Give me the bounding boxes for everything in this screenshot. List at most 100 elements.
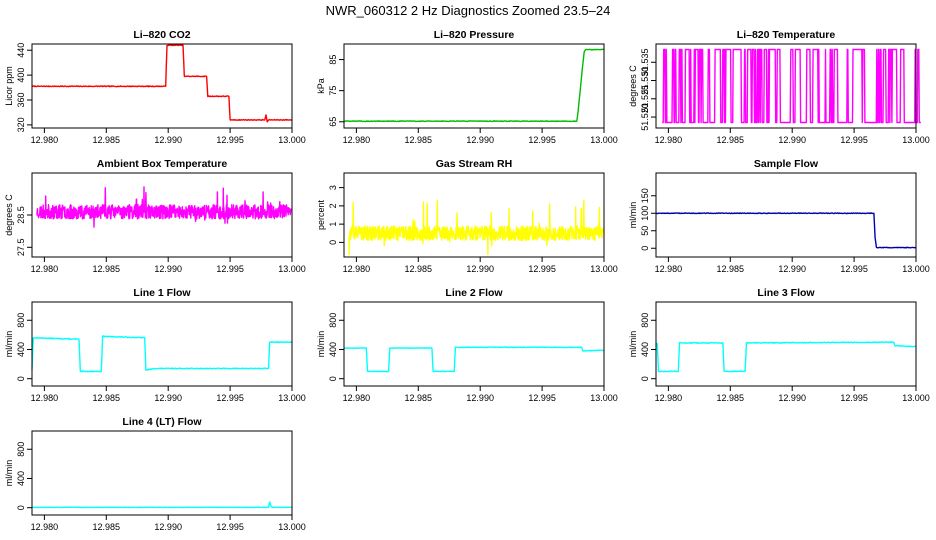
y-tick-label: 65 [328,117,338,127]
y-tick-label: 0 [640,376,650,381]
x-tick-label: 12.985 [93,393,121,403]
data-series-line [31,44,293,123]
x-tick-label: 13.000 [278,393,306,403]
x-tick-label: 12.985 [405,393,433,403]
x-tick-label: 12.985 [405,135,433,145]
y-tick-label: 0 [328,240,338,245]
panel-title: Sample Flow [754,158,819,170]
y-tick-label: 1 [328,222,338,227]
x-tick-label: 12.995 [840,135,868,145]
x-tick-label: 13.000 [278,135,306,145]
panel-6: Sample Flow 12.980 12.985 12.990 12.995 13.00… [628,158,930,274]
x-tick-label: 13.000 [902,393,930,403]
plot-frame [343,301,605,387]
y-tick-label: 100 [640,206,650,221]
plot-frame [343,43,605,129]
x-tick-label: 12.990 [466,393,494,403]
data-series-line [655,341,917,373]
x-tick-label: 13.000 [590,393,618,403]
x-tick-label: 13.000 [590,135,618,145]
y-axis-label: ml/min [4,460,14,487]
x-tick-label: 12.985 [717,135,745,145]
panel-title: Gas Stream RH [436,158,512,170]
y-tick-label: 400 [16,68,26,83]
x-tick-label: 12.995 [528,393,556,403]
data-series-line [348,199,604,256]
y-tick-label: 50 [640,226,650,236]
panel-title: Li–820 CO2 [133,29,190,41]
plot-frame [31,43,293,129]
y-axis-label: Licor ppm [4,66,14,106]
x-tick-label: 12.985 [717,393,745,403]
x-tick-label: 12.990 [154,264,182,274]
panel-title: Line 1 Flow [133,287,191,299]
y-tick-label: 800 [16,313,26,328]
y-tick-label: 440 [16,43,26,58]
x-tick-label: 12.980 [655,393,683,403]
panel-3: Li–820 Temperature 12.980 12.985 12.990 12.9… [628,29,930,145]
y-axis-label: ml/min [4,331,14,358]
x-tick-label: 13.000 [278,264,306,274]
x-tick-label: 12.985 [405,264,433,274]
x-tick-label: 12.990 [154,393,182,403]
y-tick-label: 150 [640,188,650,203]
y-tick-label: 0 [16,505,26,510]
figure-title: NWR_060312 2 Hz Diagnostics Zoomed 23.5–… [326,3,611,18]
y-tick-label: 51.535 [640,48,650,76]
y-tick-label: 800 [16,442,26,457]
y-axis-label: degrees C [628,65,638,107]
panel-title: Li–820 Pressure [434,29,515,41]
x-tick-label: 12.995 [216,135,244,145]
y-tick-label: 360 [16,92,26,107]
x-tick-label: 12.980 [31,135,59,145]
panels: Li–820 CO2 12.980 12.985 12.990 12.995 13.000… [4,29,930,532]
panel-9: Line 3 Flow 12.980 12.985 12.990 12.995 13.00… [628,287,930,403]
x-tick-label: 12.995 [216,522,244,532]
panel-2: Li–820 Pressure 12.980 12.985 12.990 12.995 1… [316,29,618,145]
plot-frame [31,301,293,387]
y-tick-label: 400 [328,342,338,357]
x-tick-label: 12.985 [717,264,745,274]
x-tick-label: 12.985 [93,522,121,532]
panel-title: Ambient Box Temperature [97,158,228,170]
x-tick-label: 12.980 [31,264,59,274]
x-tick-label: 12.985 [93,264,121,274]
panel-4: Ambient Box Temperature 12.980 12.985 12.99… [4,158,306,274]
x-tick-label: 12.980 [655,135,683,145]
y-axis-label: degrees C [4,194,14,236]
y-tick-label: 75 [328,86,338,96]
x-tick-label: 12.980 [31,393,59,403]
y-tick-label: 85 [328,55,338,65]
y-axis-label: ml/min [628,202,638,229]
panel-title: Li–820 Temperature [737,29,836,41]
x-tick-label: 13.000 [590,264,618,274]
panel-10: Line 4 (LT) Flow 12.980 12.985 12.990 12.995… [4,416,306,532]
x-tick-label: 12.990 [154,522,182,532]
x-tick-label: 12.995 [216,393,244,403]
x-tick-label: 12.990 [778,393,806,403]
x-tick-label: 12.995 [528,135,556,145]
x-tick-label: 12.980 [343,135,371,145]
data-series-line [31,501,293,509]
data-series-line [36,186,292,228]
x-tick-label: 12.980 [343,264,371,274]
plot-frame [655,172,917,258]
plot-frame [343,172,605,258]
panel-title: Line 2 Flow [445,287,503,299]
x-tick-label: 12.995 [216,264,244,274]
panel-title: Line 3 Flow [757,287,815,299]
y-tick-label: 3 [328,185,338,190]
y-tick-label: 0 [328,376,338,381]
x-tick-label: 12.990 [778,135,806,145]
y-axis-label: ml/min [628,331,638,358]
x-tick-label: 12.990 [154,135,182,145]
data-series-line [343,346,605,373]
y-tick-label: 51.520 [640,103,650,131]
data-series-line [655,212,917,249]
panel-title: Line 4 (LT) Flow [122,416,202,428]
panel-1: Li–820 CO2 12.980 12.985 12.990 12.995 13.000… [4,29,306,145]
plot-frame [655,43,917,129]
y-axis-label: kPa [316,78,326,94]
y-tick-label: 400 [16,342,26,357]
